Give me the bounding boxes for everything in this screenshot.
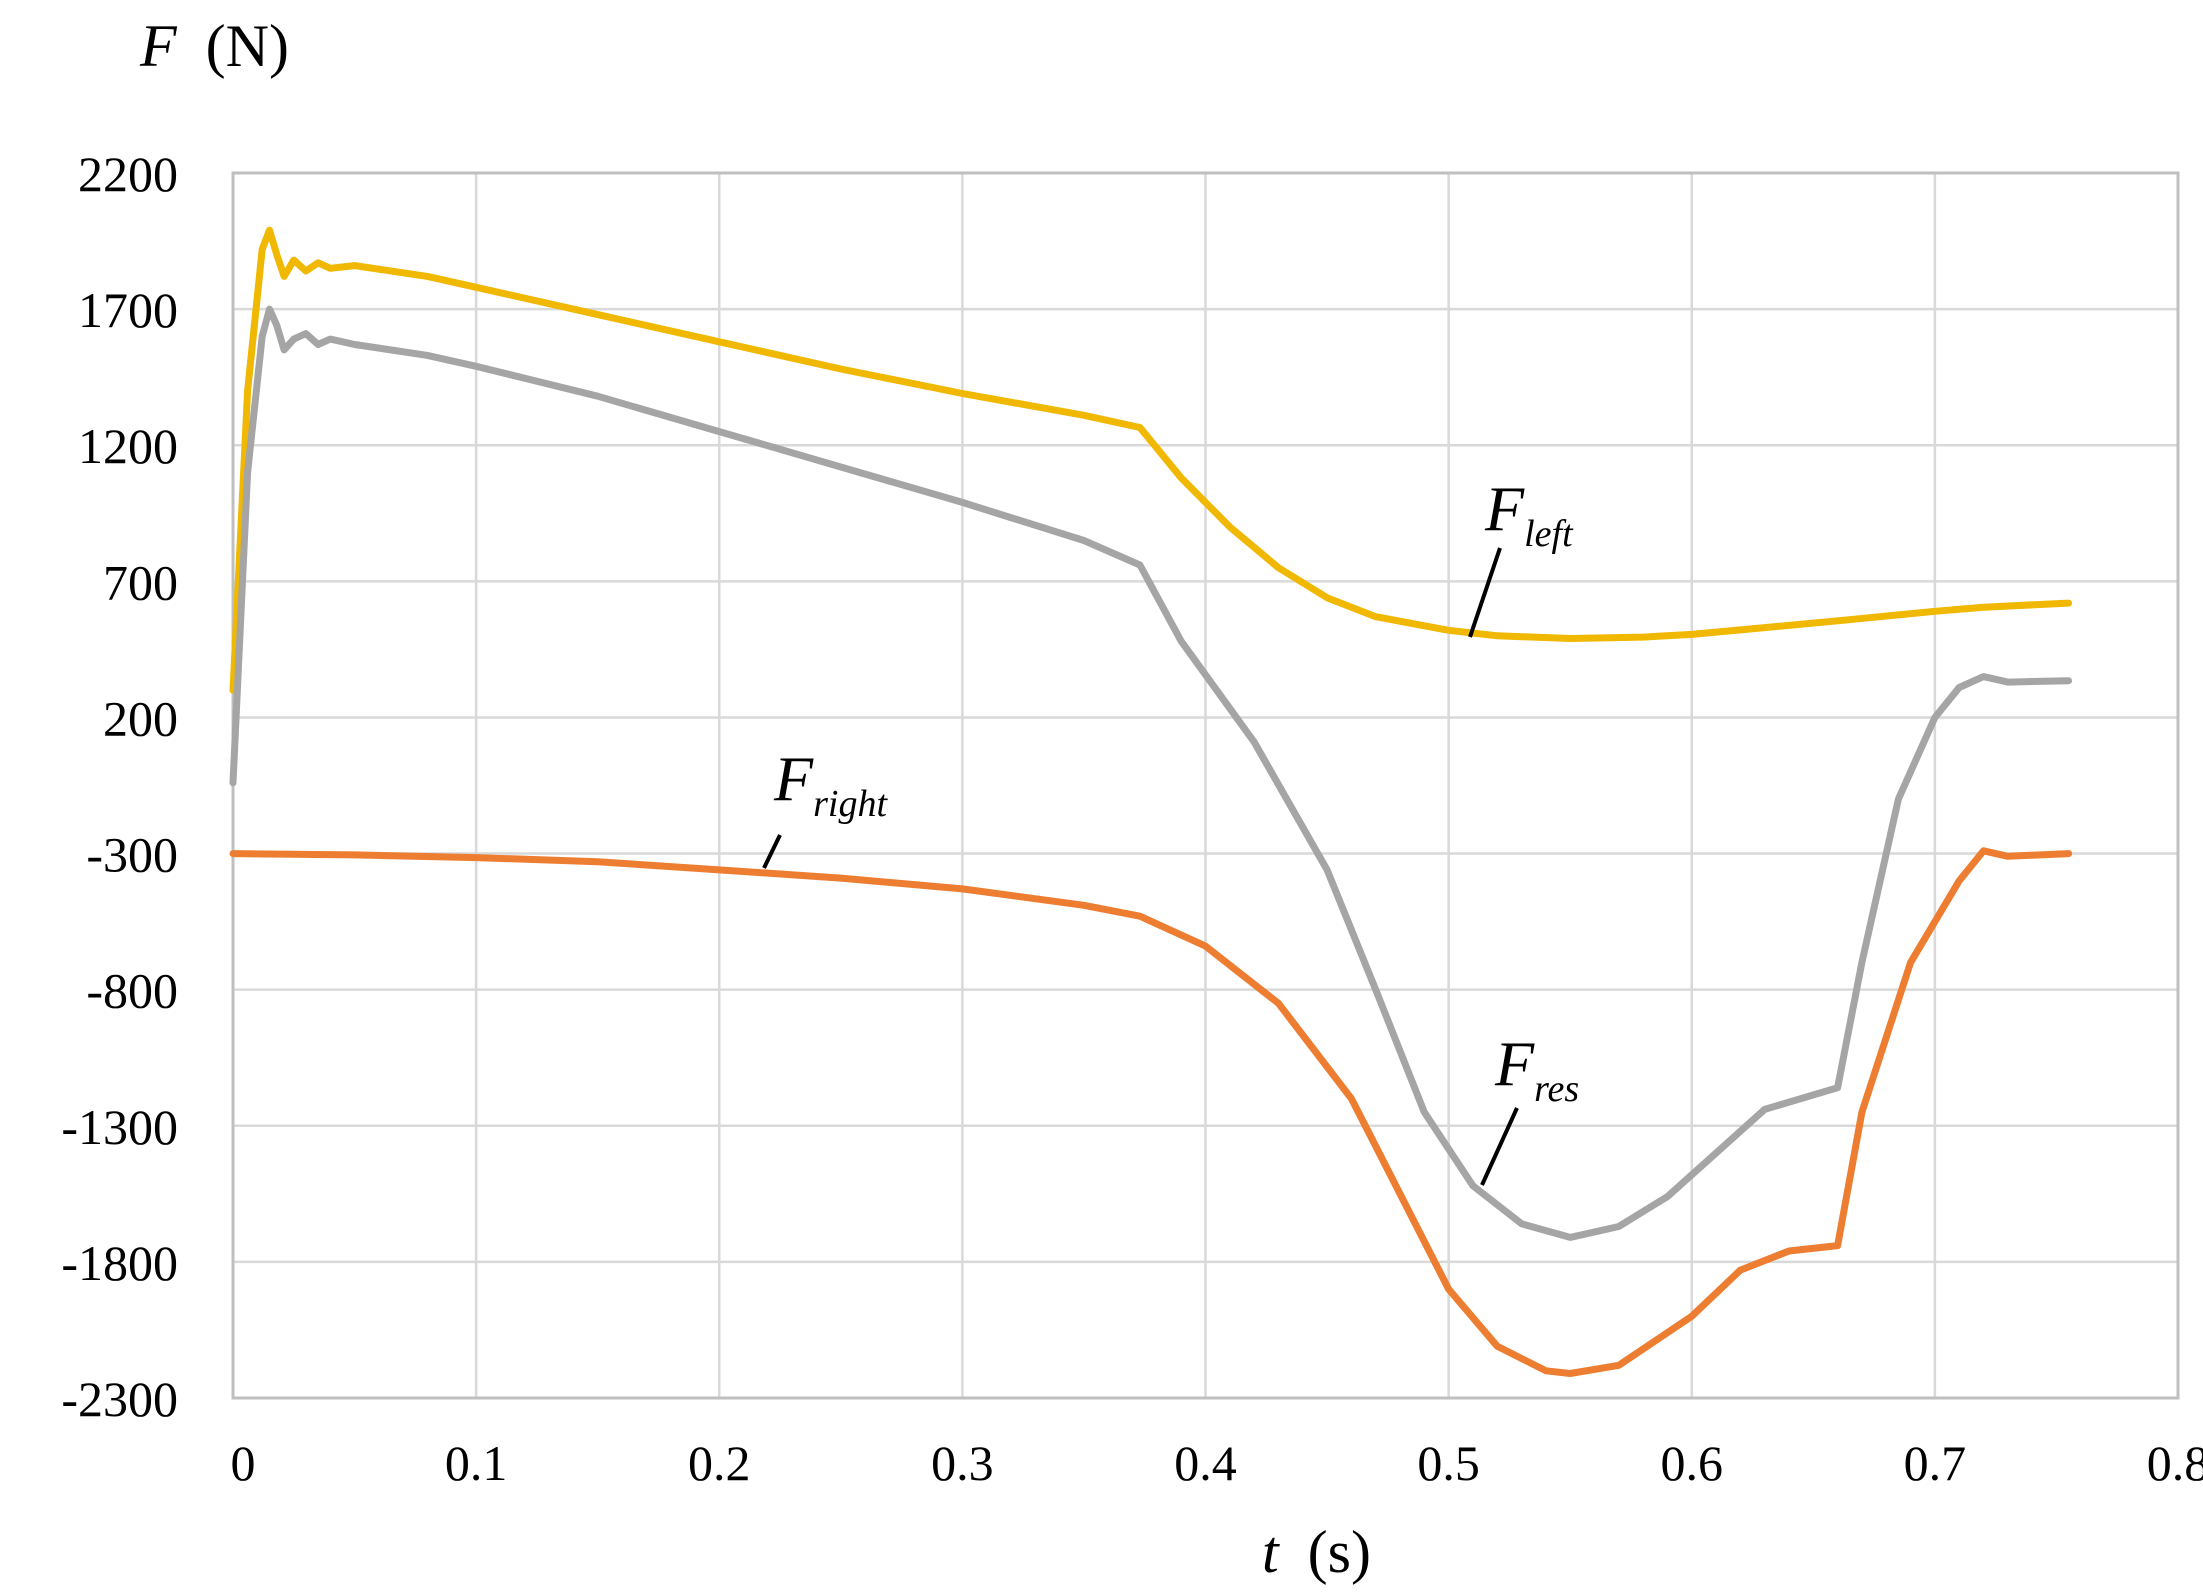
y-tick-label: -1300 — [61, 1099, 178, 1155]
annotation-f-left: Fleft — [1468, 473, 1574, 638]
x-tick-label: 0.2 — [688, 1435, 751, 1491]
y-tick-labels: 2200 1700 1200 700 200 -300 -800 -1300 -1800 -230… — [61, 146, 178, 1427]
x-axis-symbol: t — [1262, 1519, 1280, 1585]
x-tick-label: 0.4 — [1174, 1435, 1237, 1491]
annotation-f-res: Fres — [1480, 1028, 1579, 1186]
annotation-f-left-leader — [1468, 547, 1502, 638]
annotation-f-right: Fright — [762, 743, 888, 869]
y-tick-label: -2300 — [61, 1371, 178, 1427]
y-tick-label: 700 — [103, 554, 178, 610]
y-tick-label: 1700 — [78, 282, 178, 338]
annotation-f-res-leader — [1480, 1107, 1519, 1186]
y-tick-label: 1200 — [78, 418, 178, 474]
annotation-f-right-leader — [762, 834, 782, 869]
annotation-f-right-label: Fright — [773, 743, 888, 825]
gridlines — [231, 171, 2180, 1400]
series-layer — [229, 226, 2073, 1377]
series-line-f-res — [229, 305, 2073, 1241]
x-tick-label: 0.8 — [2147, 1435, 2203, 1491]
y-axis-symbol: F — [139, 13, 178, 79]
y-tick-label: -300 — [86, 827, 178, 883]
x-tick-labels: 0 0.1 0.2 0.3 0.4 0.5 0.6 0.7 0.8 — [231, 1435, 2203, 1491]
x-tick-label: 0.7 — [1904, 1435, 1967, 1491]
annotation-f-res-label: Fres — [1494, 1028, 1579, 1110]
y-tick-label: 2200 — [78, 146, 178, 202]
annotation-f-left-label: Fleft — [1484, 473, 1574, 555]
y-tick-label: -800 — [86, 963, 178, 1019]
y-axis-unit: (N) — [206, 13, 289, 79]
x-tick-label: 0.6 — [1661, 1435, 1724, 1491]
x-tick-label: 0.1 — [445, 1435, 508, 1491]
x-axis-unit: (s) — [1308, 1519, 1371, 1585]
y-tick-label: 200 — [103, 690, 178, 746]
y-tick-label: -1800 — [61, 1235, 178, 1291]
x-tick-label: 0.3 — [931, 1435, 994, 1491]
series-line-f-left — [229, 226, 2073, 694]
x-tick-label: 0.5 — [1417, 1435, 1480, 1491]
series-line-f-right — [229, 847, 2073, 1377]
y-axis-label: F (N) — [139, 13, 289, 79]
x-axis-label: t (s) — [1262, 1519, 1371, 1585]
x-tick-label: 0 — [231, 1435, 256, 1491]
